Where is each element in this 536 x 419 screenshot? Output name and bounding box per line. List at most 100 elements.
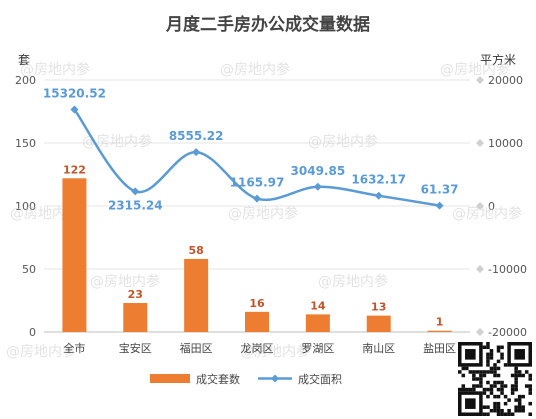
right-tick-marker bbox=[476, 265, 484, 273]
bar-data-label: 122 bbox=[63, 163, 86, 176]
qr-module bbox=[503, 384, 508, 388]
qr-module bbox=[517, 370, 522, 374]
qr-module bbox=[486, 359, 490, 364]
qr-module bbox=[472, 387, 476, 392]
right-tick-label: 20000 bbox=[488, 74, 523, 87]
qr-finder bbox=[465, 349, 476, 360]
line-data-label: 1632.17 bbox=[351, 173, 406, 187]
qr-module bbox=[528, 384, 532, 388]
qr-module bbox=[517, 373, 522, 378]
qr-module bbox=[486, 345, 490, 350]
qr-module bbox=[496, 345, 501, 350]
qr-module bbox=[514, 373, 518, 378]
qr-module bbox=[489, 349, 494, 353]
line-point bbox=[253, 194, 261, 203]
qr-module bbox=[489, 356, 494, 360]
watermark: @房地内参 bbox=[308, 133, 378, 150]
watermark: @房地内参 bbox=[6, 343, 76, 360]
qr-module bbox=[528, 387, 532, 392]
qr-module bbox=[496, 380, 501, 385]
area-line bbox=[73, 108, 440, 207]
qr-module bbox=[500, 384, 504, 388]
right-tick-label: 0 bbox=[488, 200, 495, 213]
qr-module bbox=[500, 345, 504, 350]
bar-data-label: 16 bbox=[249, 297, 265, 310]
qr-module bbox=[528, 391, 532, 395]
qr-module bbox=[486, 405, 490, 409]
qr-module bbox=[500, 391, 504, 395]
qr-module bbox=[472, 384, 476, 388]
qr-module bbox=[493, 401, 497, 406]
qr-module bbox=[461, 373, 466, 378]
qr-module bbox=[482, 405, 487, 409]
qr-module bbox=[486, 380, 490, 385]
line-point bbox=[435, 201, 444, 210]
qr-module bbox=[486, 394, 490, 399]
watermark: @房地内参 bbox=[220, 61, 290, 78]
qr-module bbox=[521, 373, 525, 378]
qr-module bbox=[475, 370, 480, 374]
qr-module bbox=[510, 384, 515, 388]
bar-data-label: 23 bbox=[128, 288, 143, 301]
qr-module bbox=[500, 412, 504, 416]
line-data-label: 3049.85 bbox=[291, 164, 346, 178]
legend-label-line: 成交面积 bbox=[298, 372, 342, 386]
watermark: @房地内参 bbox=[82, 133, 152, 150]
qr-module bbox=[475, 377, 480, 381]
qr-module bbox=[458, 370, 462, 374]
qr-module bbox=[503, 412, 508, 416]
qr-module bbox=[482, 373, 487, 378]
qr-module bbox=[514, 384, 518, 388]
left-tick-label: 100 bbox=[15, 200, 36, 213]
category-label: 南山区 bbox=[362, 342, 395, 355]
qr-module bbox=[496, 394, 501, 399]
qr-module bbox=[472, 377, 476, 381]
qr-module bbox=[514, 377, 518, 381]
qr-module bbox=[528, 373, 532, 378]
qr-finder bbox=[465, 398, 476, 409]
watermark: @房地内参 bbox=[20, 61, 90, 78]
qr-module bbox=[493, 363, 497, 367]
qr-module bbox=[489, 366, 494, 371]
qr-module bbox=[496, 373, 501, 378]
bar bbox=[427, 330, 452, 332]
qr-module bbox=[503, 363, 508, 367]
bar-data-label: 1 bbox=[436, 316, 444, 329]
right-tick-label: -10000 bbox=[488, 263, 527, 276]
qr-module bbox=[500, 356, 504, 360]
qr-module bbox=[521, 394, 525, 399]
qr-module bbox=[510, 387, 515, 392]
watermark: @房地内参 bbox=[240, 343, 310, 360]
right-tick-marker bbox=[476, 202, 484, 210]
legend-label-bars: 成交套数 bbox=[196, 372, 240, 386]
qr-module bbox=[465, 366, 469, 371]
line-point bbox=[192, 148, 201, 157]
qr-module bbox=[465, 387, 469, 392]
qr-module bbox=[486, 387, 490, 392]
line-point bbox=[70, 105, 79, 114]
qr-module bbox=[510, 412, 515, 416]
qr-module bbox=[507, 398, 511, 402]
line-data-label: 8555.22 bbox=[169, 129, 224, 143]
line-data-label: 1165.97 bbox=[230, 176, 285, 190]
category-label: 罗湖区 bbox=[301, 342, 334, 355]
qr-module bbox=[472, 370, 476, 374]
legend-marker-line bbox=[271, 374, 279, 383]
bar bbox=[123, 303, 148, 332]
bar bbox=[184, 258, 209, 332]
line-data-label: 15320.52 bbox=[43, 86, 106, 100]
qr-module bbox=[521, 405, 525, 409]
watermark: @房地内参 bbox=[228, 205, 298, 222]
qr-module bbox=[489, 384, 494, 388]
bar-data-label: 13 bbox=[371, 301, 386, 314]
qr-module bbox=[496, 387, 501, 392]
qr-module bbox=[489, 352, 494, 357]
qr-finder bbox=[514, 349, 525, 360]
qr-module bbox=[496, 401, 501, 406]
qr-module bbox=[493, 370, 497, 374]
qr-module bbox=[528, 412, 532, 416]
qr-module bbox=[524, 370, 529, 374]
qr-module bbox=[514, 366, 518, 371]
qr-module bbox=[514, 380, 518, 385]
